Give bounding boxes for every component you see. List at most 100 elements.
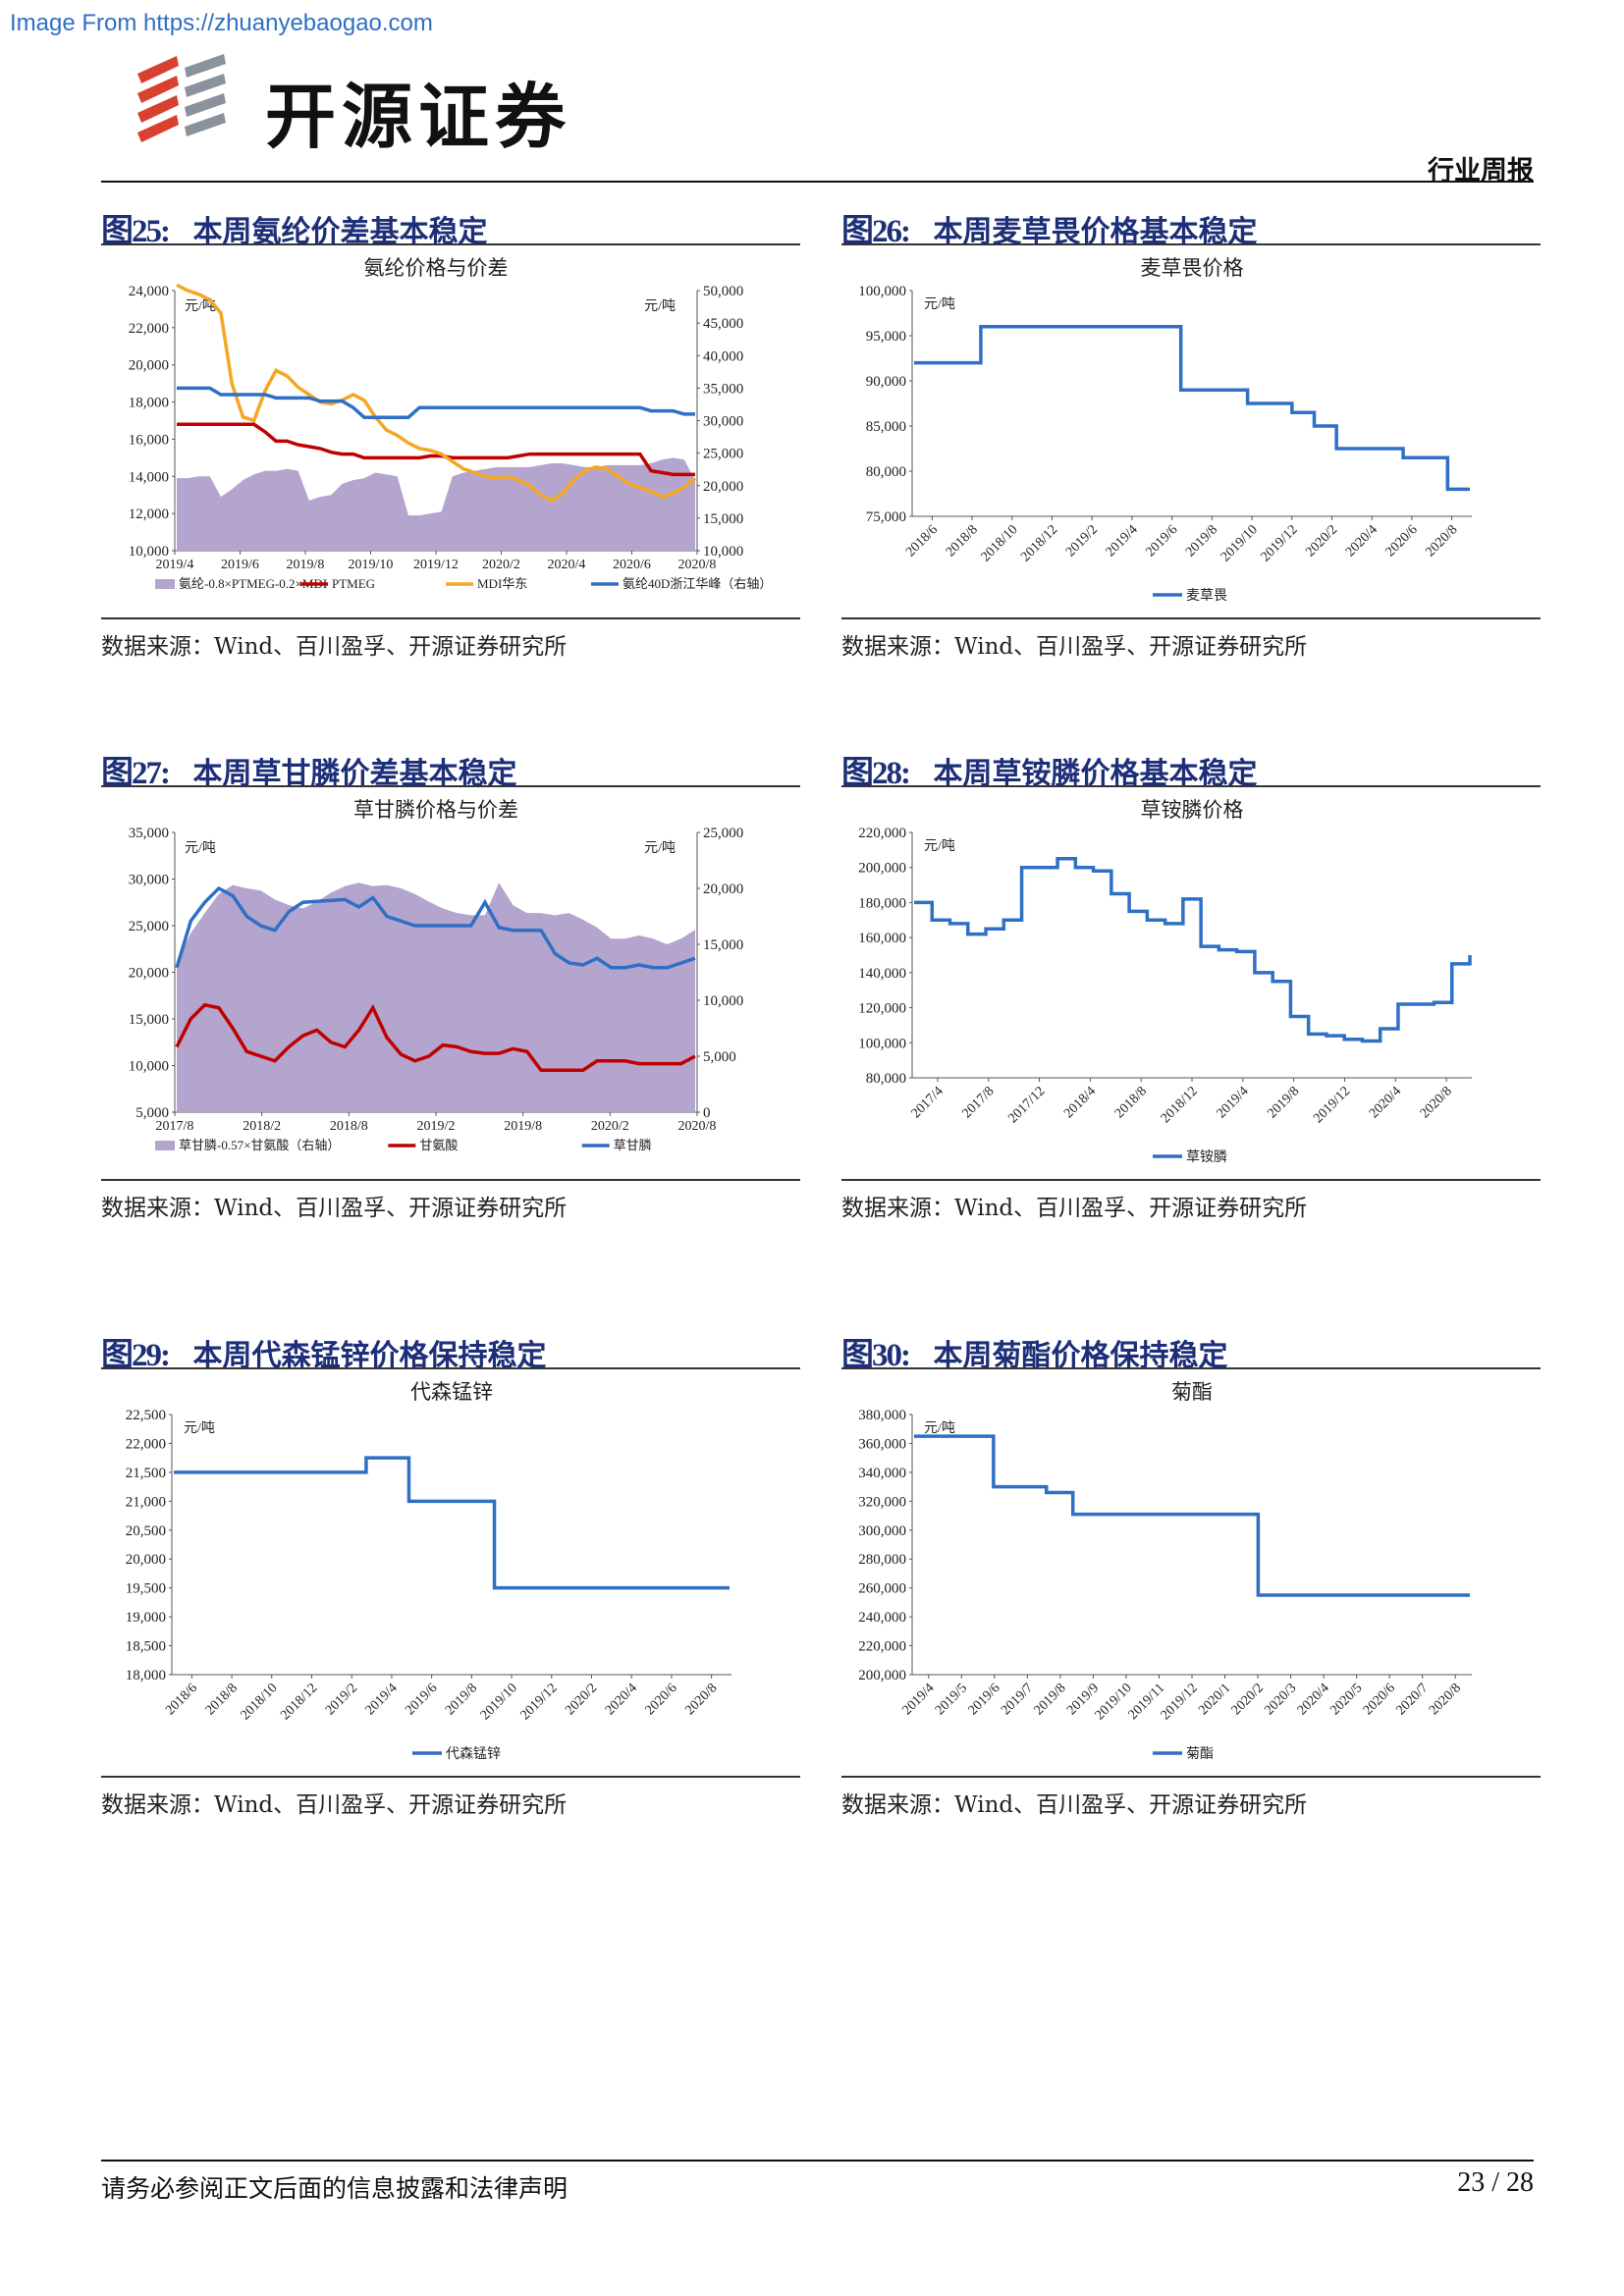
x-tick-label: 2019/4 xyxy=(1104,522,1141,560)
y-tick-label: 24,000 xyxy=(129,284,169,299)
chart-title: 草甘膦价格与价差 xyxy=(353,798,518,822)
x-tick-label: 2020/6 xyxy=(643,1681,680,1718)
footer-disclaimer: 请务必参阅正文后面的信息披露和法律声明 xyxy=(101,2174,568,2203)
figure-bottom-rule xyxy=(101,617,800,619)
legend-label: 草甘膦 xyxy=(614,1138,652,1152)
unit-label-right: 元/吨 xyxy=(644,298,676,314)
y-tick-label: 18,500 xyxy=(126,1639,166,1655)
x-tick-label: 2018/8 xyxy=(944,522,981,560)
y-tick-label: 240,000 xyxy=(858,1610,906,1626)
x-tick-label: 2019/2 xyxy=(1063,522,1101,560)
x-tick-label: 2020/8 xyxy=(1418,1084,1455,1121)
unit-label-left: 元/吨 xyxy=(185,840,216,856)
y-tick-label-right: 35,000 xyxy=(703,381,743,397)
y-tick-label: 260,000 xyxy=(858,1581,906,1597)
x-tick-label: 2020/2 xyxy=(563,1681,600,1718)
legend-label: MDI华东 xyxy=(477,576,527,591)
legend-label: PTMEG xyxy=(332,576,375,591)
legend-swatch xyxy=(155,1141,175,1150)
x-tick-label: 2020/6 xyxy=(1361,1681,1398,1718)
x-tick-label: 2018/12 xyxy=(1159,1084,1201,1126)
figure-bottom-rule xyxy=(841,617,1541,619)
legend-label: 氨纶-0.8×PTMEG-0.2×MDI xyxy=(179,576,327,591)
y-tick-label: 75,000 xyxy=(866,509,906,525)
x-tick-label: 2019/10 xyxy=(1218,522,1261,564)
y-tick-label: 120,000 xyxy=(858,1001,906,1017)
y-tick-label: 360,000 xyxy=(858,1436,906,1452)
line-series xyxy=(914,857,1472,1043)
y-tick-label: 220,000 xyxy=(858,1639,906,1655)
y-tick-label: 15,000 xyxy=(129,1012,169,1028)
y-tick-label-right: 15,000 xyxy=(703,511,743,527)
x-tick-label: 2019/5 xyxy=(933,1681,970,1718)
y-tick-label: 180,000 xyxy=(858,895,906,911)
y-tick-label: 220,000 xyxy=(858,826,906,841)
x-tick-label: 2017/4 xyxy=(909,1084,947,1121)
company-name: 开源证券 xyxy=(265,76,572,158)
x-tick-label: 2018/12 xyxy=(278,1681,320,1723)
x-tick-label: 2019/4 xyxy=(156,558,194,572)
figure-top-rule xyxy=(101,243,800,245)
y-tick-label-right: 30,000 xyxy=(703,414,743,430)
y-tick-label: 80,000 xyxy=(866,1071,906,1087)
x-tick-label: 2020/3 xyxy=(1262,1681,1299,1718)
y-tick-label: 20,000 xyxy=(129,358,169,374)
line-series xyxy=(175,885,696,970)
y-tick-label-right: 0 xyxy=(703,1105,711,1121)
x-tick-label: 2019/7 xyxy=(999,1681,1036,1718)
x-tick-label: 2018/8 xyxy=(203,1681,241,1718)
y-tick-label: 320,000 xyxy=(858,1494,906,1510)
y-tick-label-right: 10,000 xyxy=(703,993,743,1009)
x-tick-label: 2019/12 xyxy=(1159,1681,1201,1723)
y-tick-label: 5,000 xyxy=(135,1105,169,1121)
x-tick-label: 2020/8 xyxy=(1423,522,1460,560)
y-tick-label-right: 25,000 xyxy=(703,826,743,841)
y-tick-label: 12,000 xyxy=(129,507,169,522)
x-tick-label: 2019/4 xyxy=(363,1681,401,1718)
y-tick-label: 340,000 xyxy=(858,1466,906,1481)
x-tick-label: 2019/10 xyxy=(1093,1681,1135,1723)
x-tick-label: 2018/6 xyxy=(163,1681,200,1718)
x-tick-label: 2020/7 xyxy=(1393,1681,1431,1718)
page-number: 23 / 28 xyxy=(1457,2167,1534,2198)
x-tick-label: 2018/10 xyxy=(979,522,1021,564)
legend-label: 甘氨酸 xyxy=(419,1138,458,1152)
y-tick-label: 140,000 xyxy=(858,966,906,982)
figure-top-rule xyxy=(841,785,1541,787)
y-tick-label: 19,500 xyxy=(126,1581,166,1597)
x-tick-label: 2019/12 xyxy=(413,558,459,572)
chart-title: 氨纶价格与价差 xyxy=(364,256,509,280)
y-tick-label: 300,000 xyxy=(858,1523,906,1539)
x-tick-label: 2019/6 xyxy=(221,558,259,572)
x-tick-label: 2019/6 xyxy=(403,1681,440,1718)
x-tick-label: 2020/1 xyxy=(1196,1681,1233,1718)
y-tick-label-right: 50,000 xyxy=(703,284,743,299)
x-tick-label: 2020/4 xyxy=(548,558,586,572)
y-tick-label: 14,000 xyxy=(129,469,169,485)
y-tick-label: 100,000 xyxy=(858,1036,906,1051)
chart-title: 麦草畏价格 xyxy=(1141,256,1244,280)
y-tick-label: 10,000 xyxy=(129,1059,169,1075)
unit-label: 元/吨 xyxy=(924,1420,955,1436)
data-source: 数据来源：Wind、百川盈孚、开源证券研究所 xyxy=(101,634,568,660)
x-tick-label: 2020/4 xyxy=(1295,1681,1332,1718)
y-tick-label: 22,500 xyxy=(126,1408,166,1423)
x-tick-label: 2020/5 xyxy=(1327,1681,1365,1718)
line-series xyxy=(914,325,1470,492)
x-tick-label: 2019/8 xyxy=(443,1681,480,1718)
y-tick-label-right: 10,000 xyxy=(703,544,743,560)
y-tick-label: 19,000 xyxy=(126,1610,166,1626)
x-tick-label: 2018/12 xyxy=(1018,522,1060,564)
y-tick-label: 380,000 xyxy=(858,1408,906,1423)
figure-top-rule xyxy=(101,785,800,787)
x-tick-label: 2019/10 xyxy=(349,558,394,572)
y-tick-label: 200,000 xyxy=(858,861,906,877)
y-tick-label-right: 5,000 xyxy=(703,1049,736,1065)
x-tick-label: 2020/6 xyxy=(1383,522,1421,560)
x-tick-label: 2017/8 xyxy=(156,1119,194,1134)
x-tick-label: 2020/2 xyxy=(482,558,520,572)
y-tick-label: 100,000 xyxy=(858,284,906,299)
header-divider xyxy=(101,181,1534,183)
figure-top-rule xyxy=(841,243,1541,245)
x-tick-label: 2020/8 xyxy=(1427,1681,1464,1718)
